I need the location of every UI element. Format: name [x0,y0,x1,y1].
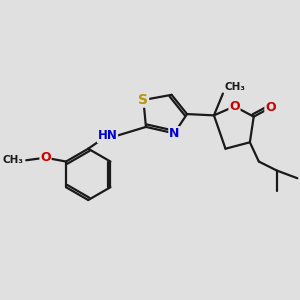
Text: O: O [229,100,240,113]
Text: O: O [40,151,51,164]
Text: S: S [138,93,148,107]
Text: HN: HN [98,129,117,142]
Text: CH₃: CH₃ [3,155,24,165]
Text: N: N [169,127,179,140]
Text: O: O [265,101,276,114]
Text: CH₃: CH₃ [224,82,245,92]
